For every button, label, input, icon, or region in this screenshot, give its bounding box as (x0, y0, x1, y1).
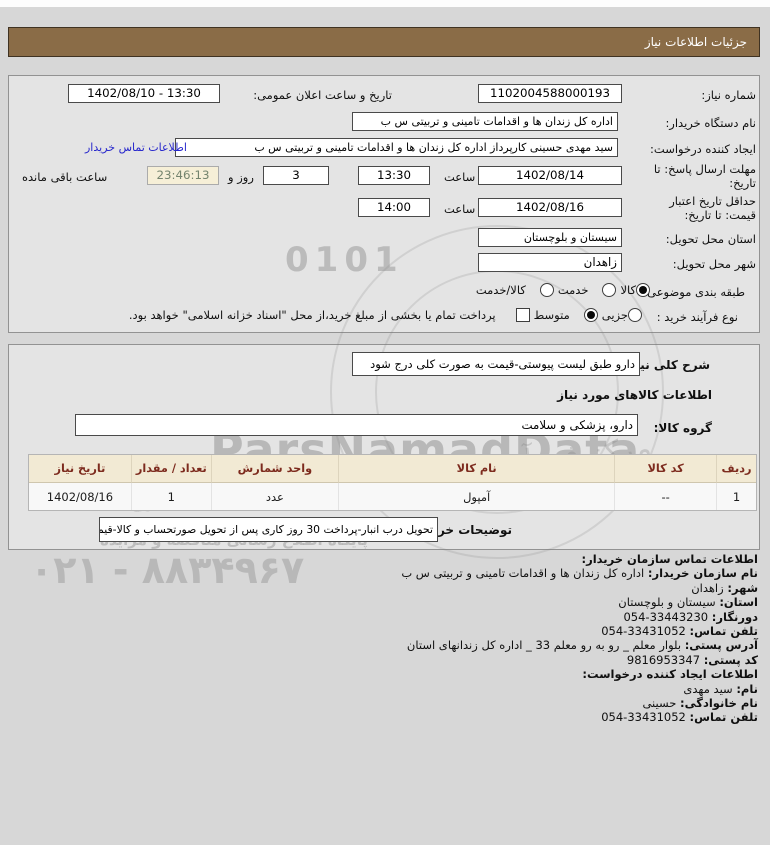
need-description-label: شرح کلی نیاز: (624, 358, 710, 372)
radio-medium-label: متوسط (533, 308, 570, 322)
deadline-date-field[interactable]: 1402/08/14 (478, 166, 622, 185)
goods-group-label: گروه کالا: (653, 421, 712, 435)
goods-table-header-row: ردیف کد کالا نام کالا واحد شمارش تعداد /… (29, 455, 756, 483)
goods-table: ردیف کد کالا نام کالا واحد شمارش تعداد /… (28, 454, 757, 511)
validity-hour-label: ساعت (444, 202, 476, 216)
watermark-phone: ۰۲۱ - ۸۸۳۴۹۶۷ (30, 548, 305, 592)
contact-line: تلفن تماس: 33431052-054 (601, 624, 758, 639)
process-radio-group: جزیی متوسط پرداخت تمام یا بخشی از مبلغ خ… (125, 308, 642, 322)
goods-table-row: 1 -- آمپول عدد 1 1402/08/16 (29, 483, 756, 510)
col-header-code: کد کالا (614, 455, 717, 483)
days-suffix-label: روز و (228, 170, 254, 184)
goods-group-field[interactable]: دارو، پزشکی و سلامت (75, 414, 638, 436)
contact-line: دورنگار: 33443230-054 (623, 609, 758, 624)
validity-time-field[interactable]: 14:00 (358, 198, 430, 217)
delivery-province-label: استان محل تحویل: (665, 232, 756, 246)
treasury-checkbox[interactable] (515, 308, 530, 322)
contact-line: نام: سید مهدی (683, 681, 758, 696)
buyer-org-field[interactable]: اداره کل زندان ها و اقدامات تامینی و ترب… (352, 112, 618, 131)
contact-line: شهر: زاهدان (691, 580, 758, 595)
goods-info-panel (8, 344, 760, 550)
cell-name: آمپول (338, 483, 615, 510)
col-header-unit: واحد شمارش (210, 455, 338, 483)
cell-code: -- (614, 483, 717, 510)
buyer-contact-link[interactable]: اطلاعات تماس خریدار (85, 141, 187, 154)
contact-line: کد پستی: 9816953347 (626, 652, 758, 667)
page-title: جزئیات اطلاعات نیاز (8, 27, 760, 57)
col-header-name: نام کالا (338, 455, 615, 483)
col-header-date: تاریخ نیاز (29, 455, 131, 483)
delivery-city-label: شهر محل تحویل: (672, 257, 756, 271)
classification-radio-group: کالا خدمت کالا/خدمت (472, 283, 650, 297)
need-number-label: شماره نیاز: (701, 88, 756, 102)
contact-line: آدرس پستی: بلوار معلم _ رو به رو معلم 33… (406, 638, 758, 653)
contact-line: تلفن تماس: 33431052-054 (601, 710, 758, 725)
col-header-row-no: ردیف (716, 455, 756, 483)
goods-section-header: اطلاعات کالاهای مورد نیاز (557, 388, 712, 402)
cell-qty: 1 (130, 483, 211, 510)
classification-label: طبقه بندی موضوعی: (643, 285, 745, 299)
request-creator-label: ایجاد کننده درخواست: (650, 142, 756, 156)
radio-goods-label: کالا (620, 283, 636, 297)
radio-partial-label: جزیی (601, 308, 628, 322)
remaining-time-countdown: 23:46:13 (147, 166, 219, 185)
cell-row-no: 1 (716, 483, 756, 510)
cell-date: 1402/08/16 (29, 483, 131, 510)
deadline-time-field[interactable]: 13:30 (358, 166, 430, 185)
deadline-hour-label: ساعت (444, 170, 476, 184)
buyer-notes-field[interactable]: تحویل درب انبار-پرداخت 30 روز کاری پس از… (99, 517, 438, 542)
delivery-city-field[interactable]: زاهدان (478, 253, 622, 272)
contact-line: نام خانوادگی: حسینی (642, 696, 758, 711)
contact-line: استان: سیستان و بلوچستان (618, 595, 758, 610)
response-deadline-label: مهلت ارسال پاسخ: تا تاریخ: (653, 162, 756, 190)
remaining-days-field[interactable]: 3 (263, 166, 329, 185)
radio-goods[interactable] (636, 283, 650, 297)
contact-line: نام سازمان خریدار: اداره کل زندان ها و ا… (401, 566, 758, 581)
org-contact-header: اطلاعات تماس سازمان خریدار: (581, 552, 758, 566)
announce-datetime-field[interactable]: 1402/08/10 - 13:30 (68, 84, 220, 103)
radio-service[interactable] (602, 283, 617, 297)
validity-date-field[interactable]: 1402/08/16 (478, 198, 622, 217)
radio-medium[interactable] (583, 308, 598, 322)
delivery-province-field[interactable]: سیستان و بلوچستان (478, 228, 622, 247)
radio-goods-service-label: کالا/خدمت (475, 283, 526, 297)
remaining-suffix-label: ساعت باقی مانده (22, 170, 108, 184)
cell-unit: عدد (210, 483, 338, 510)
radio-partial[interactable] (628, 308, 642, 322)
treasury-checkbox-label: پرداخت تمام یا بخشی از مبلغ خرید،از محل … (128, 308, 496, 322)
creator-contact-header: اطلاعات ایجاد کننده درخواست: (582, 667, 758, 682)
request-creator-field[interactable]: سید مهدی حسینی کارپرداز اداره کل زندان ه… (175, 138, 618, 157)
radio-service-label: خدمت (557, 283, 589, 297)
contact-section: اطلاعات تماس سازمان خریدار: نام سازمان خ… (401, 552, 758, 725)
buyer-org-label: نام دستگاه خریدار: (665, 116, 756, 130)
announce-datetime-label: تاریخ و ساعت اعلان عمومی: (253, 88, 392, 102)
radio-goods-service[interactable] (539, 283, 554, 297)
need-description-field[interactable]: دارو طبق لیست پیوستی-قیمت به صورت کلی در… (352, 352, 640, 376)
process-type-label: نوع فرآیند خرید : (656, 310, 738, 324)
need-number-field[interactable]: 1102004588000193 (478, 84, 622, 103)
price-validity-label: حداقل تاریخ اعتبار قیمت: تا تاریخ: (669, 194, 756, 222)
top-strip (0, 0, 770, 7)
col-header-qty: تعداد / مقدار (130, 455, 211, 483)
